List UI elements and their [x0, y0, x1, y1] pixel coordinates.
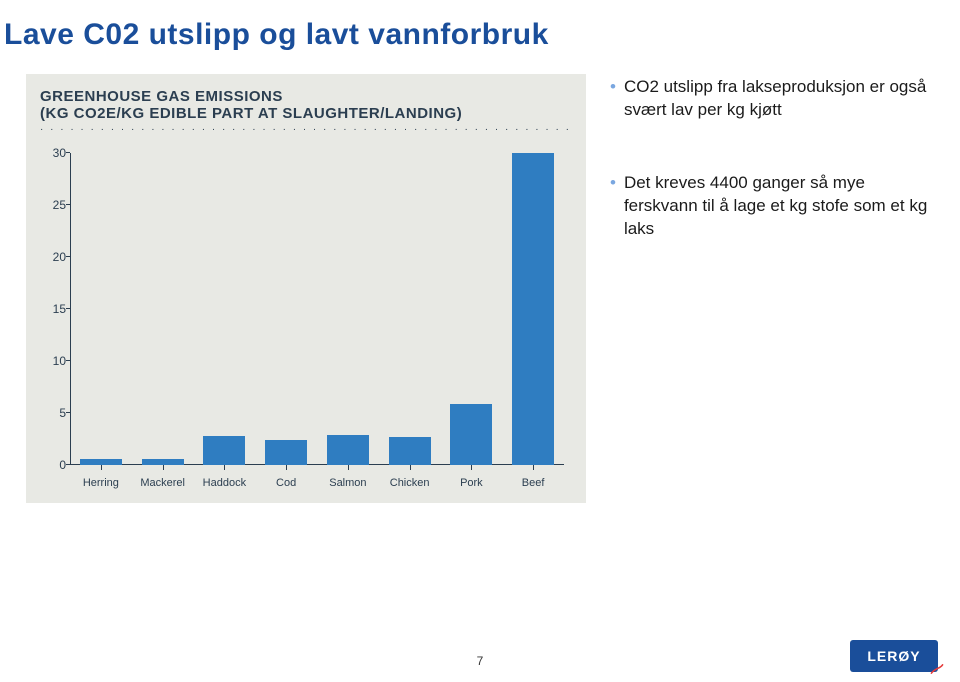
page-number: 7	[477, 654, 484, 668]
y-tick-mark	[66, 412, 70, 413]
plot-region: HerringMackerelHaddockCodSalmonChickenPo…	[40, 153, 572, 493]
y-tick-label: 5	[42, 406, 66, 420]
y-tick-label: 10	[42, 354, 66, 368]
x-tick-label: Herring	[83, 477, 119, 489]
x-tick-mark	[224, 465, 225, 470]
bullet-dot-icon: •	[610, 172, 616, 241]
x-tick-mark	[533, 465, 534, 470]
plot-area: HerringMackerelHaddockCodSalmonChickenPo…	[70, 153, 564, 465]
bullet-list: • CO2 utslipp fra lakseproduksjon er ogs…	[610, 74, 930, 503]
x-tick-label: Haddock	[203, 477, 246, 489]
bullet-text: CO2 utslipp fra lakseproduksjon er også …	[624, 76, 930, 122]
bar-cell: Pork	[441, 153, 503, 465]
bar-cell: Chicken	[379, 153, 441, 465]
y-tick-mark	[66, 308, 70, 309]
y-tick-mark	[66, 256, 70, 257]
x-tick-mark	[163, 465, 164, 470]
y-tick-mark	[66, 152, 70, 153]
bar	[450, 404, 492, 465]
logo-swoosh-icon	[930, 662, 944, 676]
x-tick-mark	[471, 465, 472, 470]
bar	[389, 437, 431, 465]
ghg-bar-chart: GREENHOUSE GAS EMISSIONS (KG CO2E/KG EDI…	[26, 74, 586, 503]
bar-cell: Haddock	[194, 153, 256, 465]
x-tick-label: Chicken	[390, 477, 430, 489]
title-divider-dots: · · · · · · · · · · · · · · · · · · · · …	[40, 124, 572, 135]
y-tick-mark	[66, 464, 70, 465]
bar-cell: Mackerel	[132, 153, 194, 465]
logo-text: LERØY	[867, 648, 920, 664]
bullet-item: • CO2 utslipp fra lakseproduksjon er ogs…	[610, 76, 930, 122]
x-tick-label: Salmon	[329, 477, 366, 489]
bar-cell: Herring	[70, 153, 132, 465]
y-tick-label: 15	[42, 302, 66, 316]
x-tick-mark	[410, 465, 411, 470]
y-tick-label: 0	[42, 458, 66, 472]
x-tick-mark	[348, 465, 349, 470]
content-row: GREENHOUSE GAS EMISSIONS (KG CO2E/KG EDI…	[0, 74, 932, 503]
bar	[512, 153, 554, 465]
bullet-item: • Det kreves 4400 ganger så mye ferskvan…	[610, 172, 930, 241]
x-tick-label: Beef	[522, 477, 545, 489]
bar	[265, 440, 307, 465]
bullet-text: Det kreves 4400 ganger så mye ferskvann …	[624, 172, 930, 241]
page-title: Lave C02 utslipp og lavt vannforbruk	[0, 18, 932, 52]
x-tick-label: Mackerel	[140, 477, 185, 489]
y-tick-mark	[66, 204, 70, 205]
bar-cell: Salmon	[317, 153, 379, 465]
bar-cell: Cod	[255, 153, 317, 465]
bar	[327, 435, 369, 465]
bar	[203, 436, 245, 465]
bullet-dot-icon: •	[610, 76, 616, 122]
bar-cell: Beef	[502, 153, 564, 465]
leroy-logo: LERØY	[850, 640, 938, 672]
x-tick-label: Cod	[276, 477, 296, 489]
x-tick-mark	[286, 465, 287, 470]
chart-title-line-1: GREENHOUSE GAS EMISSIONS	[40, 88, 572, 105]
y-tick-mark	[66, 360, 70, 361]
chart-title-line-2: (KG CO2E/KG EDIBLE PART AT SLAUGHTER/LAN…	[40, 105, 572, 122]
x-tick-label: Pork	[460, 477, 483, 489]
x-tick-mark	[101, 465, 102, 470]
y-tick-label: 30	[42, 146, 66, 160]
slide: Lave C02 utslipp og lavt vannforbruk GRE…	[0, 0, 960, 682]
bars-container: HerringMackerelHaddockCodSalmonChickenPo…	[70, 153, 564, 465]
y-tick-label: 20	[42, 250, 66, 264]
y-tick-label: 25	[42, 198, 66, 212]
